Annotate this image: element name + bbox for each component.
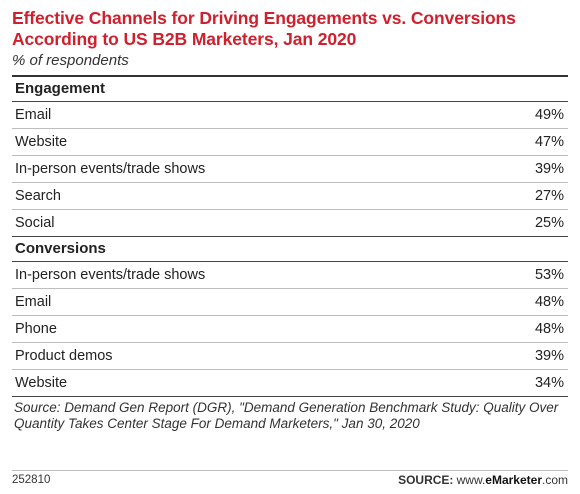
footer: 252810 SOURCE: www.eMarketer.com	[12, 470, 568, 489]
chart-subtitle: % of respondents	[12, 52, 129, 69]
source-rule	[12, 396, 568, 397]
chart-container: Effective Channels for Driving Engagemen…	[12, 0, 568, 494]
row-label: In-person events/trade shows	[15, 161, 206, 177]
source-site-brand: eMarketer	[485, 473, 542, 487]
row-value: 48%	[534, 294, 564, 310]
table-row: In-person events/trade shows 39%	[12, 156, 568, 183]
row-label: Email	[15, 294, 52, 310]
source-site-suffix: .com	[541, 473, 568, 487]
row-value: 34%	[534, 375, 564, 391]
source-site-prefix: www.	[456, 473, 486, 487]
table-row: Search 27%	[12, 183, 568, 210]
row-label: Email	[15, 107, 52, 123]
row-label: Website	[15, 134, 68, 150]
row-value: 39%	[534, 161, 564, 177]
row-label: Search	[15, 188, 61, 204]
source-label: SOURCE:	[398, 473, 454, 487]
table-row: Website 47%	[12, 129, 568, 156]
table-row: Email 48%	[12, 289, 568, 316]
row-value: 39%	[534, 348, 564, 364]
source-note: Source: Demand Gen Report (DGR), "Demand…	[14, 400, 559, 431]
table-row: In-person events/trade shows 53%	[12, 262, 568, 289]
row-value: 48%	[534, 321, 564, 337]
source-site[interactable]: www.eMarketer.com	[457, 473, 568, 487]
table-row: Website 34%	[12, 370, 568, 396]
table-row: Social 25%	[12, 210, 568, 236]
row-label: Social	[15, 215, 55, 231]
row-value: 27%	[534, 188, 564, 204]
chart-title: Effective Channels for Driving Engagemen…	[12, 8, 516, 49]
row-value: 25%	[534, 215, 564, 231]
table-row: Phone 48%	[12, 316, 568, 343]
section-header: Conversions	[12, 236, 568, 262]
row-label: Phone	[15, 321, 57, 337]
chart-id: 252810	[12, 474, 51, 486]
data-table: Engagement Email 49% Website 47% In-person ev…	[12, 77, 568, 396]
row-label: In-person events/trade shows	[15, 267, 206, 283]
row-label: Website	[15, 375, 68, 391]
source-credit: SOURCE: www.eMarketer.com	[398, 473, 568, 487]
row-value: 53%	[534, 267, 564, 283]
row-label: Product demos	[15, 348, 113, 364]
section-header: Engagement	[12, 77, 568, 102]
row-value: 47%	[534, 134, 564, 150]
table-row: Product demos 39%	[12, 343, 568, 370]
table-row: Email 49%	[12, 102, 568, 129]
row-value: 49%	[534, 107, 564, 123]
top-rule	[12, 75, 568, 77]
